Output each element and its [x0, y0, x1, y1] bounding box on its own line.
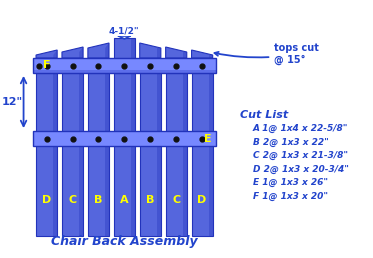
- Polygon shape: [209, 55, 213, 58]
- Polygon shape: [105, 43, 109, 58]
- Text: F 1@ 1x3 x 20": F 1@ 1x3 x 20": [253, 191, 328, 201]
- Text: A: A: [120, 195, 129, 205]
- Text: C: C: [69, 195, 76, 205]
- Text: D: D: [197, 195, 207, 205]
- Bar: [131, 73, 135, 236]
- Text: D 2@ 1x3 x 20-3/4": D 2@ 1x3 x 20-3/4": [253, 165, 349, 174]
- Polygon shape: [62, 47, 83, 58]
- Bar: [33, 131, 216, 146]
- Polygon shape: [53, 50, 57, 58]
- Text: F: F: [43, 60, 50, 70]
- Text: Chair Back Assembly: Chair Back Assembly: [51, 235, 198, 248]
- Bar: [88, 73, 109, 236]
- Text: Cut List: Cut List: [240, 110, 289, 120]
- Polygon shape: [114, 38, 135, 58]
- Bar: [192, 73, 213, 236]
- Text: E: E: [204, 133, 212, 143]
- Text: C 2@ 1x3 x 21-3/8": C 2@ 1x3 x 21-3/8": [253, 151, 348, 160]
- Text: E 1@ 1x3 x 26": E 1@ 1x3 x 26": [253, 178, 328, 187]
- Text: 4-1/2": 4-1/2": [109, 26, 140, 35]
- Polygon shape: [140, 43, 161, 58]
- Text: 12": 12": [1, 97, 23, 107]
- Polygon shape: [166, 47, 187, 58]
- Polygon shape: [157, 48, 161, 58]
- Bar: [157, 73, 161, 236]
- Polygon shape: [36, 50, 57, 58]
- Bar: [166, 73, 187, 236]
- Text: D: D: [42, 195, 51, 205]
- Text: B: B: [146, 195, 154, 205]
- Text: B 2@ 1x3 x 22": B 2@ 1x3 x 22": [253, 138, 329, 147]
- Bar: [140, 73, 161, 236]
- Bar: [209, 73, 213, 236]
- Bar: [53, 73, 57, 236]
- Bar: [183, 73, 187, 236]
- Polygon shape: [79, 47, 83, 58]
- Bar: [114, 73, 135, 236]
- Polygon shape: [88, 43, 109, 58]
- Bar: [33, 70, 216, 73]
- Bar: [105, 73, 109, 236]
- Polygon shape: [131, 38, 135, 58]
- Text: A 1@ 1x4 x 22-5/8": A 1@ 1x4 x 22-5/8": [253, 124, 348, 133]
- Bar: [33, 58, 216, 73]
- Bar: [79, 73, 83, 236]
- Bar: [36, 73, 57, 236]
- Polygon shape: [183, 52, 187, 58]
- Text: B: B: [94, 195, 103, 205]
- Polygon shape: [192, 50, 213, 58]
- Text: tops cut
@ 15°: tops cut @ 15°: [214, 43, 319, 65]
- Text: C: C: [172, 195, 180, 205]
- Bar: [62, 73, 83, 236]
